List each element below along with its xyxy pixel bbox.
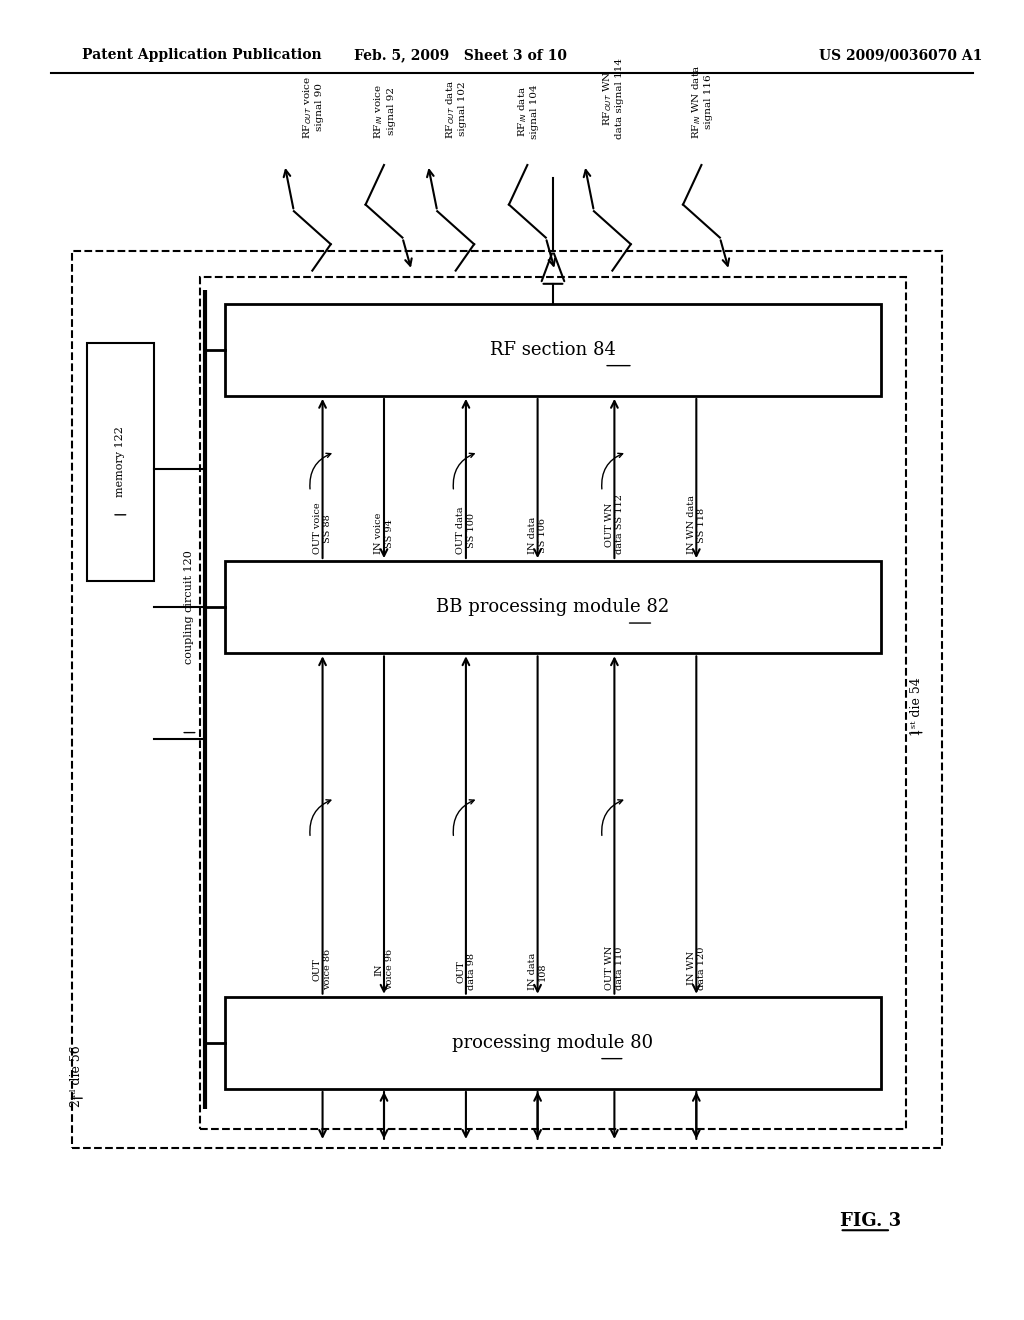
Text: Feb. 5, 2009   Sheet 3 of 10: Feb. 5, 2009 Sheet 3 of 10: [354, 49, 567, 62]
FancyBboxPatch shape: [225, 561, 881, 653]
Text: RF$_{IN}$ data
signal 104: RF$_{IN}$ data signal 104: [516, 84, 539, 139]
FancyBboxPatch shape: [225, 997, 881, 1089]
FancyBboxPatch shape: [225, 304, 881, 396]
Text: memory 122: memory 122: [116, 426, 125, 498]
Text: FIG. 3: FIG. 3: [840, 1212, 901, 1230]
Text: coupling circuit 120: coupling circuit 120: [184, 550, 195, 664]
Text: IN data
108: IN data 108: [528, 953, 547, 990]
Text: RF$_{IN}$ voice
signal 92: RF$_{IN}$ voice signal 92: [373, 83, 395, 139]
Text: BB processing module 82: BB processing module 82: [436, 598, 670, 616]
Text: IN WN data
SS 118: IN WN data SS 118: [687, 495, 706, 554]
Text: IN WN
data 120: IN WN data 120: [687, 946, 706, 990]
Text: 1ˢᵗ die 54: 1ˢᵗ die 54: [910, 677, 923, 735]
Text: IN
voice 96: IN voice 96: [375, 949, 393, 990]
Text: OUT WN
data SS 112: OUT WN data SS 112: [605, 495, 624, 554]
Text: OUT WN
data 110: OUT WN data 110: [605, 945, 624, 990]
FancyBboxPatch shape: [87, 343, 154, 581]
Text: IN data
SS 106: IN data SS 106: [528, 517, 547, 554]
Text: RF$_{OUT}$ WN
data signal 114: RF$_{OUT}$ WN data signal 114: [601, 58, 624, 139]
Text: OUT data
SS 100: OUT data SS 100: [457, 507, 475, 554]
Text: RF$_{IN}$ WN data
signal 116: RF$_{IN}$ WN data signal 116: [690, 65, 713, 139]
Text: US 2009/0036070 A1: US 2009/0036070 A1: [819, 49, 983, 62]
Text: RF$_{OUT}$ voice
signal 90: RF$_{OUT}$ voice signal 90: [301, 75, 324, 139]
Text: RF$_{OUT}$ data
signal 102: RF$_{OUT}$ data signal 102: [444, 79, 467, 139]
Text: RF section 84: RF section 84: [490, 341, 615, 359]
Text: OUT
voice 86: OUT voice 86: [313, 949, 332, 990]
Text: Patent Application Publication: Patent Application Publication: [82, 49, 322, 62]
Text: processing module 80: processing module 80: [453, 1034, 653, 1052]
Text: OUT
data 98: OUT data 98: [457, 953, 475, 990]
Text: OUT voice
SS 88: OUT voice SS 88: [313, 503, 332, 554]
Text: IN voice
SS 94: IN voice SS 94: [375, 513, 393, 554]
Text: 2ⁿᵈ die 56: 2ⁿᵈ die 56: [71, 1045, 83, 1106]
